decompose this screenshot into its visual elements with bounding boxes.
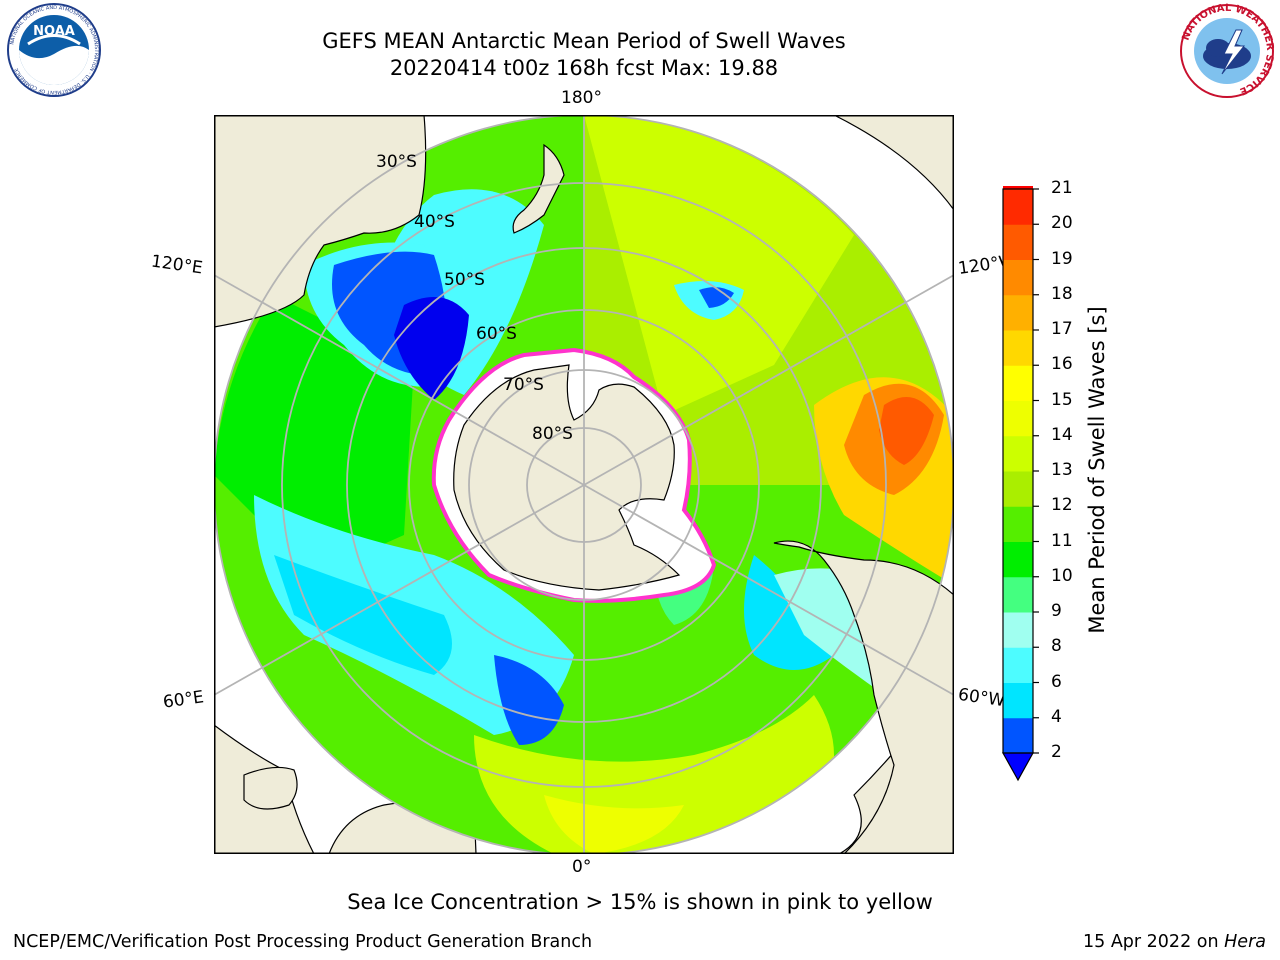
lat-label-50s: 50°S [444,270,485,290]
colorbar-band [1003,259,1033,296]
colorbar-band [1003,330,1033,366]
sea-ice-note: Sea Ice Concentration > 15% is shown in … [347,890,933,914]
colorbar-tick-label: 20 [1051,213,1073,234]
chart-subtitle: 20220414 t00z 168h fcst Max: 19.88 [389,56,779,80]
colorbar-tick-label: 4 [1051,706,1062,727]
noaa-logo: NOAA NATIONAL OCEANIC AND ATMOSPHERIC AD… [7,3,101,97]
colorbar-tick-label: 8 [1051,636,1062,657]
colorbar-band [1003,717,1033,754]
lat-label-80s: 80°S [532,424,573,444]
colorbar-bands [1003,186,1033,754]
colorbar-band [1003,294,1033,331]
colorbar-under-triangle [1001,752,1035,782]
continents [214,115,954,854]
colorbar-band [1003,435,1033,472]
chart-title: GEFS MEAN Antarctic Mean Period of Swell… [322,29,846,53]
colorbar-tick-label: 6 [1051,671,1062,692]
colorbar-tick-label: 11 [1051,530,1073,551]
colorbar-title: Mean Period of Swell Waves [s] [1085,306,1109,634]
footer-date-text: 15 Apr 2022 on [1083,932,1225,952]
colorbar-band [1003,647,1033,683]
colorbar-tick-label: 19 [1051,248,1073,269]
colorbar-tick-label: 15 [1051,389,1073,410]
lat-label-70s: 70°S [503,375,544,395]
colorbar-tick-label: 16 [1051,354,1073,375]
nws-logo: NATIONAL WEATHER SERVICE [1180,3,1275,98]
footer-host: Hera [1224,932,1266,952]
lat-label-60s: 60°S [476,324,517,344]
lon-label-0: 0° [572,857,592,877]
colorbar-band [1003,541,1033,578]
colorbar-band [1003,471,1033,507]
colorbar-tick-label: 9 [1051,601,1062,621]
colorbar-tick-label: 21 [1051,178,1073,198]
colorbar-tick-label: 13 [1051,460,1073,480]
footer-branch: NCEP/EMC/Verification Post Processing Pr… [13,932,593,952]
colorbar-tick-label: 18 [1051,283,1073,304]
graticule [214,115,954,854]
lat-label-40s: 40°S [414,212,455,232]
colorbar-tick-label: 2 [1051,742,1062,762]
colorbar-band [1003,682,1033,719]
colorbar-band [1003,612,1033,648]
lon-label-60e: 60°E [161,687,206,713]
colorbar-band [1003,506,1033,542]
map-frame [214,115,954,854]
noaa-logo-text: NOAA [33,24,75,39]
lon-label-120e: 120°E [149,251,204,279]
colorbar [1001,186,1039,782]
colorbar-band [1003,400,1033,437]
colorbar-band [1003,189,1033,225]
colorbar-tick-label: 12 [1051,495,1073,516]
lat-label-30s: 30°S [376,152,417,172]
colorbar-band [1003,224,1033,260]
footer-date: 15 Apr 2022 on Hera [1083,932,1266,952]
antarctica [431,347,717,603]
colorbar-band [1003,186,1033,190]
colorbar-band [1003,365,1033,401]
colorbar-tick-label: 14 [1051,424,1073,445]
lon-label-180: 180° [561,88,602,108]
colorbar-tick-label: 10 [1051,565,1073,586]
colorbar-tick-label: 17 [1051,319,1073,339]
colorbar-band [1003,576,1033,613]
colorbar-ticks [1033,188,1039,754]
polar-map [214,115,954,854]
lon-label-60w: 60°W [956,684,1007,712]
